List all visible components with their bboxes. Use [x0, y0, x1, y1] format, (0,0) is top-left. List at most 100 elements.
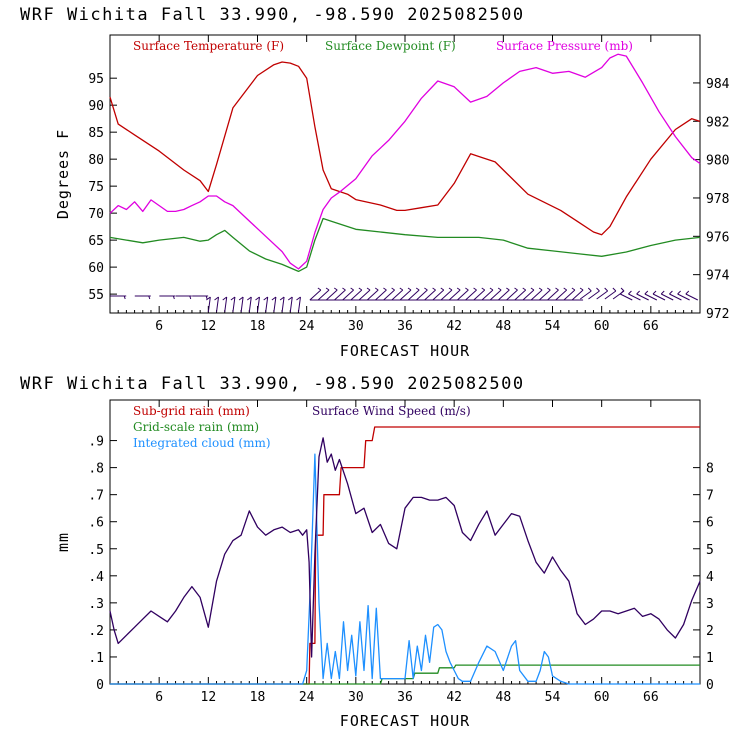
y-tick-label: 95 — [88, 72, 104, 87]
wind-barb — [588, 287, 600, 300]
series-line-pressure — [109, 53, 701, 270]
wind-barb — [636, 290, 649, 301]
wind-barb — [619, 290, 633, 301]
x-tick-label: 18 — [250, 690, 266, 705]
legend-entry: Integrated cloud (mm) — [133, 436, 271, 450]
series-line-dewpoint — [109, 217, 701, 273]
legend-entry: Surface Dewpoint (F) — [325, 39, 456, 53]
y2-tick-label: 7 — [706, 489, 714, 504]
x-axis-label: FORECAST HOUR — [340, 342, 470, 360]
wind-barb — [247, 296, 252, 313]
wind-barb — [279, 296, 285, 313]
legend-entry: Surface Wind Speed (m/s) — [312, 404, 471, 418]
wind-barb — [263, 296, 269, 313]
y2-tick-label: 984 — [706, 77, 730, 92]
x-tick-label: 30 — [348, 690, 364, 705]
wind-barb — [669, 290, 682, 301]
y-tick-label: .1 — [88, 651, 104, 666]
wind-barb — [110, 295, 127, 300]
x-tick-label: 12 — [201, 319, 217, 334]
y-tick-label: 65 — [88, 234, 104, 249]
x-tick-label: 30 — [348, 319, 364, 334]
wind-barb — [309, 287, 322, 301]
series-line-wind-speed — [109, 437, 701, 658]
x-tick-label: 42 — [446, 690, 462, 705]
y-axis-label: mm — [54, 532, 72, 552]
y-tick-label: 90 — [88, 99, 104, 114]
y-tick-label: .9 — [88, 435, 104, 450]
wind-barb — [596, 287, 609, 300]
wind-barb — [271, 296, 277, 313]
x-tick-label: 66 — [643, 690, 659, 705]
y2-tick-label: 980 — [706, 154, 729, 169]
y-tick-label: 60 — [88, 261, 104, 276]
y2-tick-label: 976 — [706, 230, 729, 245]
wind-barb — [685, 290, 699, 301]
wind-barb — [571, 287, 584, 301]
wind-barb — [214, 296, 220, 313]
wind-barb — [604, 287, 617, 300]
wind-barb — [644, 290, 658, 301]
y-tick-label: .3 — [88, 597, 104, 612]
x-tick-label: 60 — [594, 690, 610, 705]
y-tick-label: 80 — [88, 153, 104, 168]
wind-barb — [628, 290, 641, 301]
y2-tick-label: 8 — [706, 462, 714, 477]
series-line-subgrid-rain — [110, 426, 700, 685]
x-tick-label: 60 — [594, 319, 610, 334]
chart-title: WRF Wichita Fall 33.990, -98.590 2025082… — [20, 5, 525, 25]
wind-barb — [206, 296, 211, 313]
surface-meteogram-panel: WRF Wichita Fall 33.990, -98.590 2025082… — [20, 5, 730, 360]
x-axis-label: FORECAST HOUR — [340, 712, 470, 730]
y-axis-label: Degrees F — [54, 129, 72, 219]
series-line-gridscale-rain — [110, 664, 700, 685]
wind-barb — [677, 290, 690, 301]
y2-tick-label: 0 — [706, 678, 714, 693]
series-line-cloud — [110, 453, 700, 685]
y-tick-label: .7 — [88, 489, 104, 504]
y-tick-label: 70 — [88, 207, 104, 222]
precip-wind-meteogram-panel: WRF Wichita Fall 33.990, -98.590 2025082… — [20, 374, 714, 730]
wind-barb — [230, 296, 236, 313]
y2-tick-label: 982 — [706, 115, 729, 130]
wind-barb — [159, 295, 176, 300]
y-tick-label: .5 — [88, 543, 104, 558]
y-tick-label: .2 — [88, 624, 104, 639]
y2-tick-label: 972 — [706, 307, 729, 322]
x-tick-label: 24 — [299, 319, 315, 334]
y-tick-label: 55 — [88, 288, 104, 303]
wind-barb — [660, 290, 674, 301]
plot-frame — [109, 34, 701, 314]
legend-entry: Surface Pressure (mb) — [496, 39, 633, 53]
legend-entry: Surface Temperature (F) — [133, 39, 284, 53]
wind-barb — [255, 296, 260, 313]
wind-barb — [652, 290, 666, 301]
y2-tick-label: 974 — [706, 269, 730, 284]
wind-barb — [579, 287, 592, 300]
x-tick-label: 66 — [643, 319, 659, 334]
wind-barb — [175, 295, 192, 300]
chart-title: WRF Wichita Fall 33.990, -98.590 2025082… — [20, 374, 525, 394]
series-line-temperature — [109, 61, 701, 236]
wind-barb — [287, 296, 293, 313]
x-tick-label: 36 — [397, 690, 413, 705]
y2-tick-label: 1 — [706, 651, 714, 666]
y2-tick-label: 6 — [706, 516, 714, 531]
y-tick-label: 75 — [88, 180, 104, 195]
y2-tick-label: 2 — [706, 624, 714, 639]
x-tick-label: 6 — [155, 690, 163, 705]
wind-barb — [238, 296, 244, 313]
x-tick-label: 48 — [496, 690, 512, 705]
x-tick-label: 18 — [250, 319, 266, 334]
y2-tick-label: 978 — [706, 192, 729, 207]
wind-barb — [296, 296, 301, 313]
y-tick-label: .4 — [88, 570, 104, 585]
y2-tick-label: 4 — [706, 570, 714, 585]
y-tick-label: 85 — [88, 126, 104, 141]
wind-barb — [222, 296, 228, 313]
x-tick-label: 48 — [496, 319, 512, 334]
x-tick-label: 6 — [155, 319, 163, 334]
x-tick-label: 12 — [201, 690, 217, 705]
y-tick-label: .6 — [88, 516, 104, 531]
